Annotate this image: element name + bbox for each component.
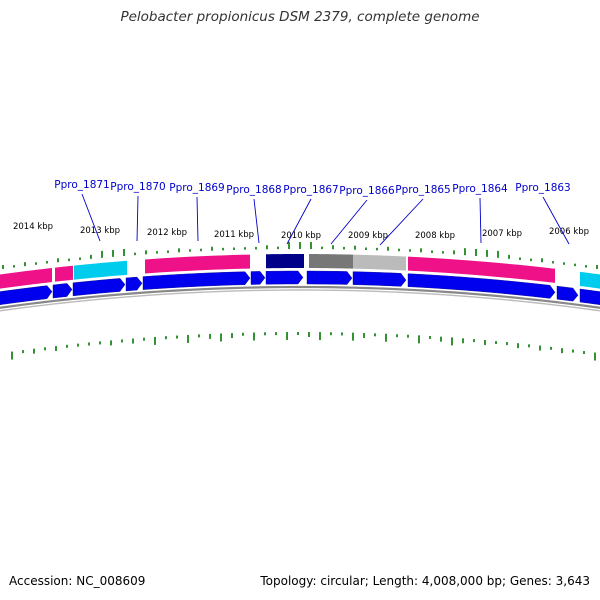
cog-block-1864[interactable] bbox=[408, 256, 555, 283]
kbp-label: 2014 kbp bbox=[13, 222, 53, 232]
gene-leader-line bbox=[330, 199, 368, 245]
cog-block-right[interactable] bbox=[580, 271, 600, 289]
backbone-ring-shadow bbox=[0, 289, 600, 312]
gene-label-ppro-1870[interactable]: Ppro_1870 bbox=[110, 181, 165, 193]
gene-label-ppro-1869[interactable]: Ppro_1869 bbox=[169, 182, 224, 194]
accession-text: Accession: NC_008609 bbox=[9, 574, 146, 588]
cog-block-1866b[interactable] bbox=[353, 254, 406, 271]
gene-label-ppro-1866[interactable]: Ppro_1866 bbox=[339, 185, 395, 197]
cds-arrow[interactable] bbox=[306, 270, 353, 285]
cog-block-1866a[interactable] bbox=[309, 254, 353, 269]
gene-leader-line bbox=[542, 196, 570, 245]
cds-arrow[interactable] bbox=[142, 271, 251, 290]
cog-block-1871b[interactable] bbox=[74, 260, 127, 280]
kbp-label: 2006 kbp bbox=[549, 227, 589, 237]
cds-arrow[interactable] bbox=[72, 278, 126, 297]
cds-arrow[interactable] bbox=[407, 273, 556, 299]
gene-leader-line bbox=[479, 197, 482, 244]
gene-label-ppro-1868[interactable]: Ppro_1868 bbox=[226, 184, 281, 196]
genome-stats-text: Topology: circular; Length: 4,008,000 bp… bbox=[260, 574, 590, 588]
gene-label-ppro-1865[interactable]: Ppro_1865 bbox=[395, 184, 450, 196]
cds-arrow[interactable] bbox=[52, 283, 73, 299]
kbp-label: 2007 kbp bbox=[482, 229, 522, 239]
gene-label-ppro-1864[interactable]: Ppro_1864 bbox=[452, 183, 508, 195]
kbp-label: 2008 kbp bbox=[415, 231, 455, 241]
gene-leader-line bbox=[81, 193, 101, 242]
kbp-label: 2010 kbp bbox=[281, 231, 321, 241]
kbp-label: 2009 kbp bbox=[348, 231, 388, 241]
cog-block-left[interactable] bbox=[0, 267, 52, 289]
cds-arrow[interactable] bbox=[125, 276, 143, 292]
gene-leader-line bbox=[253, 198, 260, 244]
map-title: Pelobacter propionicus DSM 2379, complet… bbox=[120, 9, 480, 25]
cds-arrow[interactable] bbox=[250, 271, 266, 285]
gene-leader-line bbox=[136, 195, 139, 242]
cds-arrow[interactable] bbox=[0, 285, 53, 306]
gene-leader-line bbox=[196, 196, 199, 242]
cog-block-1869[interactable] bbox=[145, 254, 250, 274]
cog-block-1871a[interactable] bbox=[55, 265, 73, 282]
kbp-label: 2013 kbp bbox=[80, 226, 120, 236]
cds-arrow[interactable] bbox=[579, 288, 600, 305]
gene-label-ppro-1867[interactable]: Ppro_1867 bbox=[283, 184, 338, 196]
gene-label-ppro-1863[interactable]: Ppro_1863 bbox=[515, 182, 570, 194]
cds-arrow[interactable] bbox=[556, 285, 579, 302]
gene-leader-line bbox=[379, 198, 424, 246]
cog-block-1867[interactable] bbox=[266, 254, 304, 269]
gene-label-ppro-1871[interactable]: Ppro_1871 bbox=[54, 179, 109, 191]
gene-leader-line bbox=[286, 198, 312, 245]
cds-arrow[interactable] bbox=[265, 270, 304, 285]
cds-arrow[interactable] bbox=[352, 271, 407, 287]
kbp-label: 2011 kbp bbox=[214, 230, 254, 240]
kbp-label: 2012 kbp bbox=[147, 228, 187, 238]
backbone-ring bbox=[0, 285, 600, 309]
